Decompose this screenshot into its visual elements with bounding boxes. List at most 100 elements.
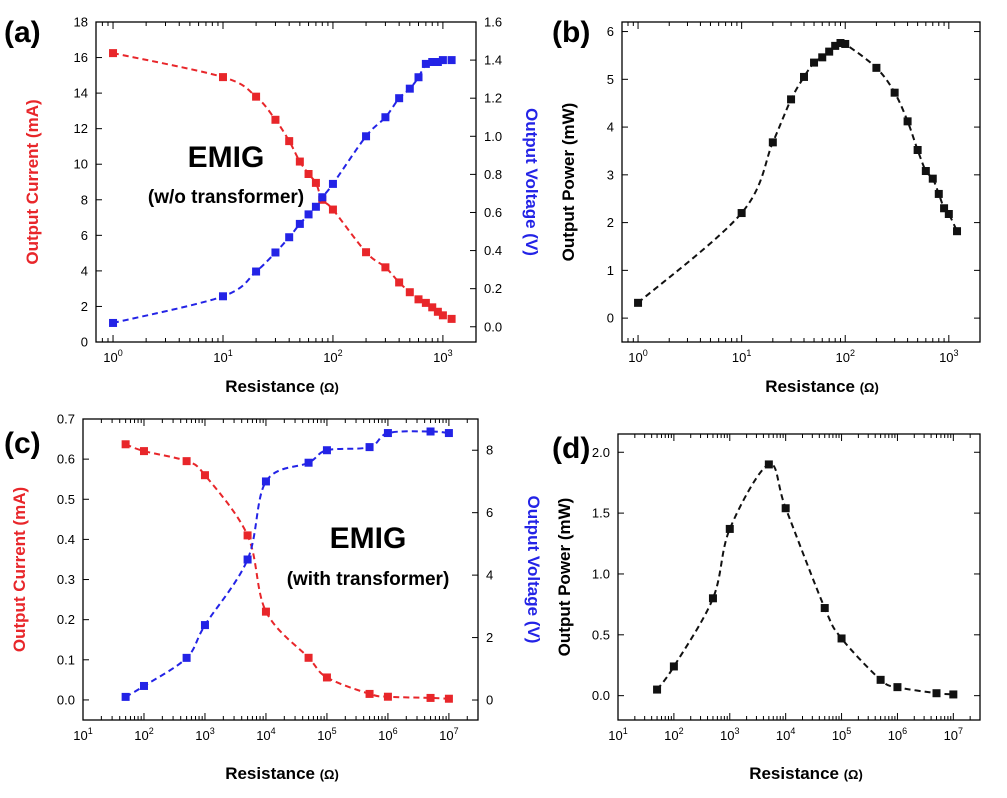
data-point-blue [121,692,130,701]
y-tick-label: 0.5 [57,492,75,507]
data-point-black [825,47,834,56]
data-point-red [328,205,337,214]
y-tick-label: 5 [607,72,614,87]
data-point-blue [109,318,118,327]
data-point-blue [295,219,304,228]
data-point-red [438,311,447,320]
data-point-red [426,693,435,702]
x-tick-label: 101 [732,348,751,365]
data-point-blue [383,429,392,438]
data-point-black [944,210,953,218]
data-point-black [934,189,943,198]
y-tick-label: 0.3 [57,572,75,587]
data-point-red [405,288,414,297]
x-axis-title: Resistance (Ω) [225,764,339,783]
fit-curve-black [637,40,958,304]
data-point-black [932,689,941,698]
data-point-black [841,39,850,48]
data-point-black [768,138,777,147]
y2-axis-title: Output Voltage (V) [524,496,543,644]
data-point-red [285,137,294,146]
y-tick-label: 8 [81,192,88,207]
annotation-subtitle: (w/o transformer) [148,187,304,208]
data-point-black [787,95,796,104]
plot-frame [621,21,981,343]
y-tick-label: 6 [81,228,88,243]
y2-tick-label: 1.4 [484,53,502,68]
data-point-red [395,278,404,287]
data-point-red [252,92,261,101]
data-point-black [708,594,717,603]
y2-tick-label: 0.6 [484,205,502,220]
panel-b: 100 101 102 103 0 1 2 3 4 5 6 Resistance (Ω) Output … [552,16,981,396]
data-point-red [304,653,313,662]
data-point-black [725,524,734,533]
panel-label: (d) [552,432,590,465]
data-point-red [182,457,191,466]
data-point-red [121,440,130,449]
y2-tick-label: 2 [486,630,493,645]
data-point-black [653,685,662,694]
y2-tick-label: 1.0 [484,129,502,144]
x-tick-label: 103 [195,726,214,743]
data-point-blue [421,59,430,68]
y-tick-label: 1.5 [592,506,610,521]
x-tick-label: 100 [103,348,122,365]
y-tick-label: 0.1 [57,652,75,667]
y2-tick-label: 0.8 [484,167,502,182]
data-point-black [837,634,846,643]
y2-tick-label: 1.6 [484,15,502,30]
plot-frame [95,21,477,343]
data-point-blue [182,653,191,662]
x-tick-label: 102 [664,726,683,743]
data-point-red [304,170,313,178]
data-point-blue [311,202,320,211]
x-axis-title: Resistance (Ω) [749,764,863,783]
y-tick-label: 2 [81,299,88,314]
data-point-blue [381,113,390,122]
data-point-blue [362,132,371,141]
x-tick-label: 104 [776,726,795,743]
y-tick-label: 10 [74,157,88,172]
data-point-black [810,58,819,67]
y-tick-label: 2 [607,215,614,230]
data-point-blue [438,56,447,65]
data-point-black [634,298,643,307]
y-tick-label: 16 [74,50,88,65]
y2-tick-label: 1.2 [484,91,502,106]
fit-curve-blue [125,430,450,698]
data-point-red [218,73,227,82]
data-point-red [381,263,390,272]
data-point-blue [304,458,313,467]
y-axis-title: Output Current (mA) [23,99,42,264]
y-tick-label: 2.0 [592,445,610,460]
data-point-red [271,115,280,124]
data-point-black [876,675,885,684]
panel-c: 101 102 103 104 105 106 107 0.0 0.1 0.2 0.3 0.4 0.5 0… [4,412,543,784]
data-point-red [139,447,148,456]
x-axis-title: Resistance (Ω) [765,377,879,396]
y-tick-label: 0.7 [57,412,75,427]
data-point-red [311,178,320,187]
x-tick-label: 102 [323,348,342,365]
panel-d: 101 102 103 104 105 106 107 0.0 0.5 1.0 1.5 2.0 Resi… [552,432,981,783]
data-point-black [737,209,746,218]
data-point-red [362,248,371,257]
data-point-red [421,298,430,307]
panel-label: (c) [4,427,41,460]
x-axis-title: Resistance (Ω) [225,377,339,396]
x-tick-label: 100 [628,348,647,365]
data-point-black [890,88,899,97]
data-point-blue [426,427,435,436]
y-tick-label: 3 [607,167,614,182]
y-tick-label: 1.0 [592,566,610,581]
data-point-red [365,689,374,698]
data-point-red [414,295,423,304]
y-tick-label: 12 [74,121,88,136]
panel-label: (b) [552,16,590,49]
data-point-blue [444,429,453,438]
data-point-blue [200,621,209,630]
x-tick-label: 102 [134,726,153,743]
y-axis-title: Output Current (mA) [10,487,29,652]
y2-tick-label: 4 [486,568,493,583]
